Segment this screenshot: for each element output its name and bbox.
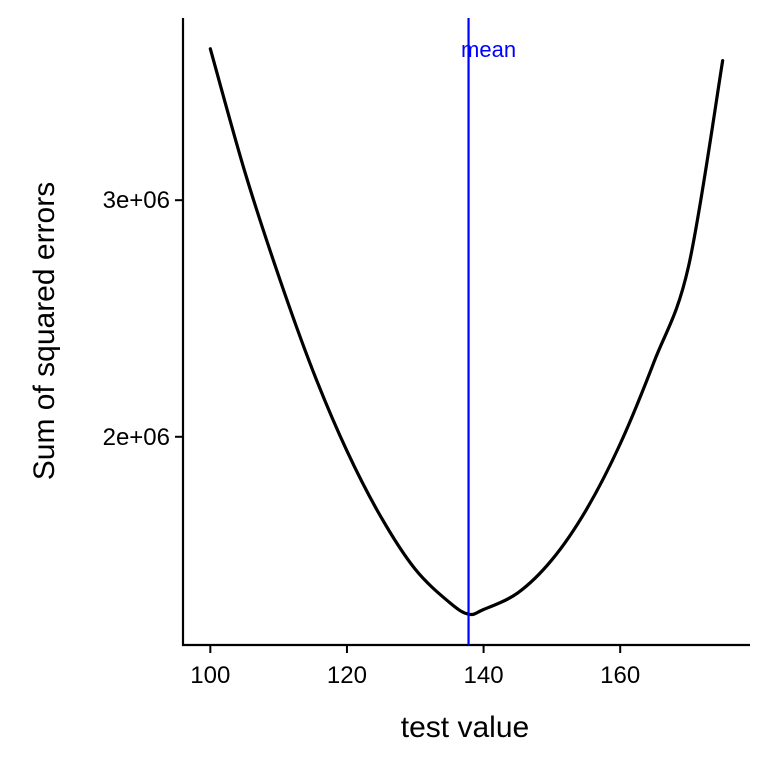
x-tick-label: 140 bbox=[464, 662, 504, 689]
mean-label: mean bbox=[461, 37, 516, 62]
x-tick-label: 160 bbox=[600, 662, 640, 689]
y-tick-label: 3e+06 bbox=[103, 187, 170, 214]
x-tick-label: 100 bbox=[190, 662, 230, 689]
x-axis-title: test value bbox=[401, 711, 529, 744]
y-axis-title: Sum of squared errors bbox=[28, 182, 61, 480]
y-tick-label: 2e+06 bbox=[103, 424, 170, 451]
x-tick-label: 120 bbox=[327, 662, 367, 689]
sse-curve bbox=[208, 47, 725, 617]
